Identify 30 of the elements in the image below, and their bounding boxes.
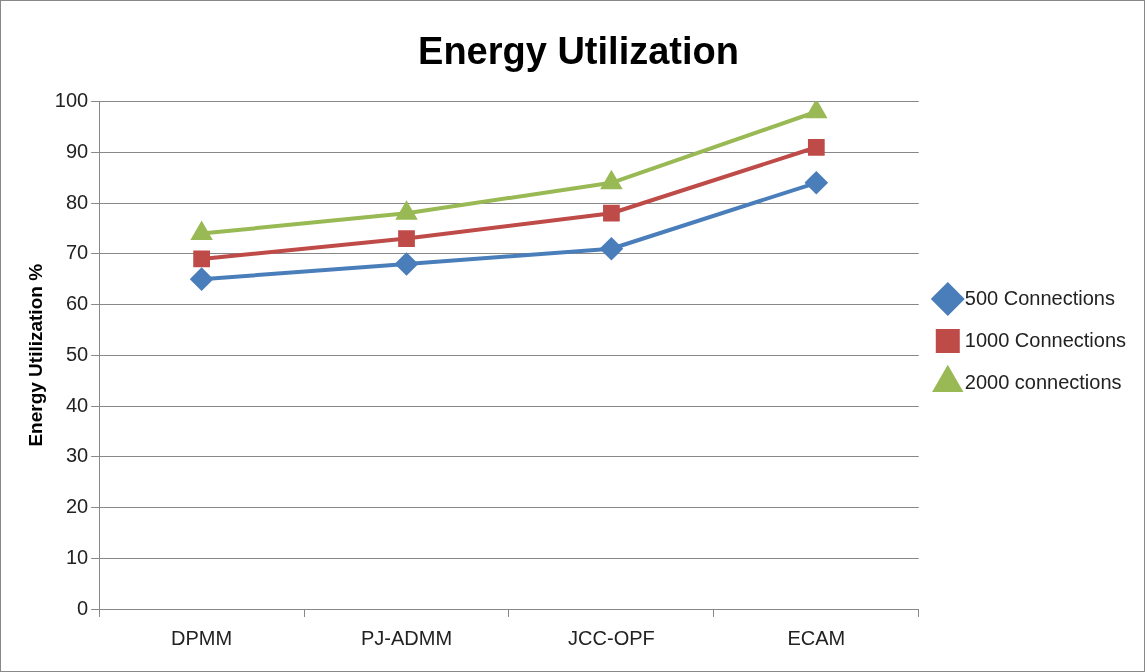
point <box>190 268 213 291</box>
y-tick-label: 100 <box>54 89 89 112</box>
legend-label: 500 Connections <box>964 286 1115 309</box>
point <box>807 138 825 156</box>
y-tick-label: 70 <box>65 241 89 264</box>
legend-label: 1000 Connections <box>964 328 1126 351</box>
y-tick-label: 40 <box>65 393 89 416</box>
y-tick-label: 0 <box>77 596 89 619</box>
x-tick-label: JCC-OPF <box>568 626 655 649</box>
y-tick-label: 30 <box>65 444 89 467</box>
point <box>600 237 623 260</box>
y-tick-label: 10 <box>65 545 89 568</box>
x-tick-label: PJ-ADMM <box>360 626 453 649</box>
point <box>193 250 210 268</box>
x-tick-label: ECAM <box>787 626 846 649</box>
point <box>398 230 415 247</box>
y-tick-label: 60 <box>65 292 89 315</box>
legend-label: 2000 connections <box>964 370 1122 393</box>
y-tick-label: 20 <box>65 495 89 518</box>
point <box>395 252 418 275</box>
y-axis-title: Energy Utilization % <box>24 263 46 447</box>
y-tick-label: 80 <box>65 190 89 213</box>
point <box>603 204 620 222</box>
y-tick-label: 90 <box>65 139 89 162</box>
chart-title: Energy Utilization <box>418 30 739 73</box>
point <box>806 101 827 119</box>
point <box>396 202 417 220</box>
x-tick-label: DPMM <box>171 626 233 649</box>
point <box>805 171 828 194</box>
y-tick-label: 50 <box>65 342 89 365</box>
